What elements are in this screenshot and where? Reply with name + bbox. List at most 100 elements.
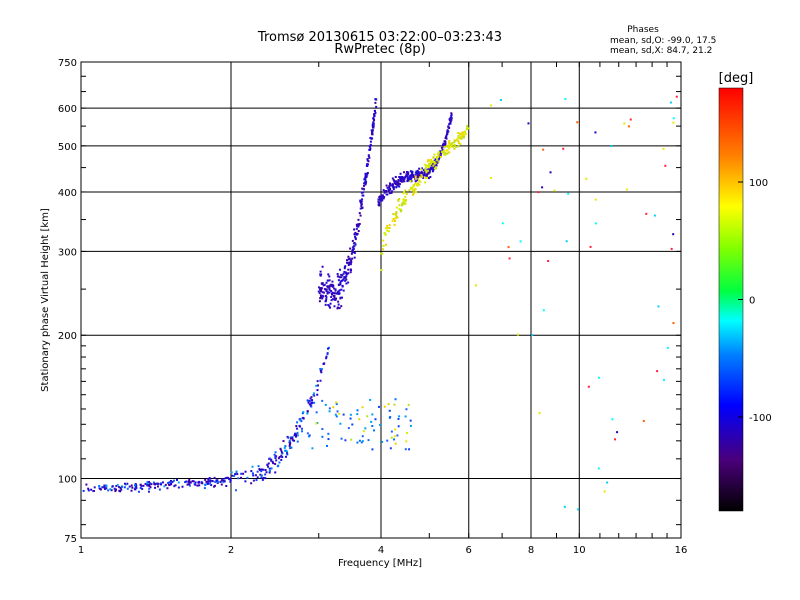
data-point (329, 302, 332, 305)
data-point (409, 170, 412, 173)
data-point (389, 183, 392, 186)
data-point (396, 434, 399, 437)
data-point (231, 474, 234, 477)
data-point (390, 430, 393, 433)
data-point (388, 416, 391, 419)
data-point (419, 174, 422, 177)
data-point (435, 156, 438, 159)
data-point (347, 281, 350, 284)
data-point (672, 322, 675, 325)
data-point (385, 193, 388, 196)
data-point (448, 119, 451, 122)
data-point (315, 422, 318, 425)
data-point (428, 171, 431, 174)
data-point (422, 174, 425, 177)
data-point (359, 214, 362, 217)
data-point (432, 166, 435, 169)
data-point (420, 171, 423, 174)
data-point (325, 298, 328, 301)
data-point (357, 225, 360, 228)
data-point (321, 265, 324, 268)
data-point (449, 122, 452, 125)
data-point (329, 306, 332, 309)
data-point (352, 242, 355, 245)
data-point (360, 191, 363, 194)
data-point (147, 490, 150, 493)
data-point (279, 447, 282, 450)
data-point (251, 472, 254, 475)
data-point (359, 207, 362, 210)
data-point (446, 131, 449, 134)
data-point (374, 111, 377, 114)
data-point (397, 179, 400, 182)
data-point (394, 217, 397, 220)
data-point (121, 485, 124, 488)
data-point (244, 470, 247, 473)
data-point (352, 250, 355, 253)
data-point (393, 180, 396, 183)
data-point (454, 145, 457, 148)
data-point (222, 481, 225, 484)
data-point (156, 482, 159, 485)
data-point (111, 485, 114, 488)
data-point (366, 415, 369, 418)
data-point (398, 183, 401, 186)
data-point (337, 300, 340, 303)
data-point (167, 481, 170, 484)
data-point (417, 174, 420, 177)
data-point (436, 159, 439, 162)
data-point (425, 164, 428, 167)
x-tick-label: 6 (466, 545, 472, 556)
data-point (163, 485, 166, 488)
data-point (397, 425, 400, 428)
data-point (450, 112, 453, 115)
data-point (315, 411, 318, 414)
data-point (398, 185, 401, 188)
data-point (87, 487, 90, 490)
data-point (349, 263, 352, 266)
data-point (185, 480, 188, 483)
data-point (388, 409, 391, 412)
data-point (274, 456, 277, 459)
data-point (313, 401, 316, 404)
data-point (274, 471, 277, 474)
data-point (409, 180, 412, 183)
data-point (412, 176, 415, 179)
data-point (280, 454, 283, 457)
data-point (449, 120, 452, 123)
data-point (401, 201, 404, 204)
data-point (328, 275, 331, 278)
data-point (274, 462, 277, 465)
data-point (130, 484, 133, 487)
data-point (440, 146, 443, 149)
chart-title: Tromsø 20130615 03:22:00–03:23:43 (257, 30, 502, 45)
data-point (391, 220, 394, 223)
data-point (394, 175, 397, 178)
data-point (451, 142, 454, 145)
data-point (289, 446, 292, 449)
data-point (412, 189, 415, 192)
data-point (467, 127, 470, 130)
data-point (310, 402, 313, 405)
data-point (336, 410, 339, 413)
data-point (437, 160, 440, 163)
data-point (417, 179, 420, 182)
data-point (232, 474, 235, 477)
data-point (116, 484, 119, 487)
data-point (541, 186, 544, 189)
data-point (333, 292, 336, 295)
data-point (109, 488, 112, 491)
data-point (406, 175, 409, 178)
data-point (222, 479, 225, 482)
data-point (423, 171, 426, 174)
data-point (361, 440, 364, 443)
data-point (251, 465, 254, 468)
data-point (385, 227, 388, 230)
data-point (103, 484, 106, 487)
chart-subtitle: RwPretec (8p) (334, 42, 425, 57)
data-point (414, 175, 417, 178)
data-point (387, 188, 390, 191)
data-point (594, 131, 597, 134)
data-point (173, 479, 176, 482)
data-point (416, 179, 419, 182)
